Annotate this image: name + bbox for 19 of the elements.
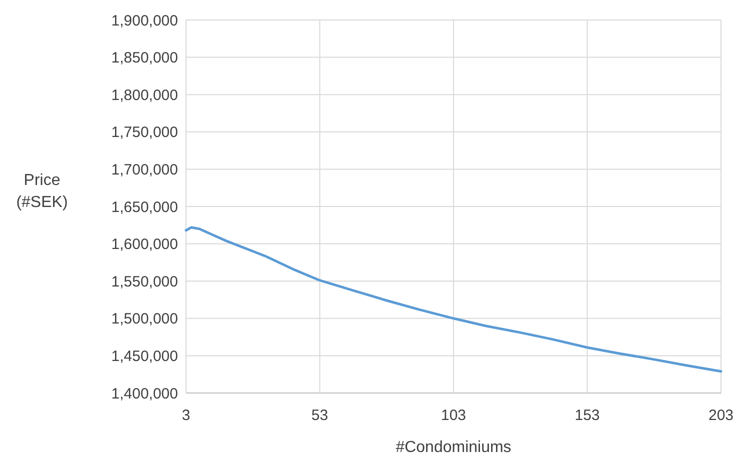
y-tick-label: 1,850,000 [111, 50, 178, 67]
y-tick-label: 1,550,000 [111, 273, 178, 290]
y-axis-title: Price (#SEK) [16, 172, 68, 211]
y-tick-label: 1,800,000 [111, 86, 178, 104]
x-tick-label: 203 [708, 407, 734, 424]
x-tick-label: 153 [574, 407, 600, 424]
x-tick-label: 3 [182, 407, 190, 424]
x-axis-title: #Condominiums [396, 439, 512, 456]
y-tick-label: 1,400,000 [111, 385, 178, 402]
line-series [184, 226, 722, 373]
y-tick-label: 1,500,000 [111, 310, 178, 328]
y-tick-label: 1,600,000 [111, 236, 178, 254]
y-tick-label: 1,750,000 [111, 124, 178, 142]
y-tick-label: 1,450,000 [111, 348, 178, 365]
x-tick-label: 103 [440, 407, 466, 424]
x-tick-label: 53 [311, 407, 328, 424]
y-tick-label: 1,900,000 [111, 12, 178, 30]
y-tick-label: 1,650,000 [111, 198, 178, 216]
y-tick-label: 1,700,000 [111, 161, 178, 178]
